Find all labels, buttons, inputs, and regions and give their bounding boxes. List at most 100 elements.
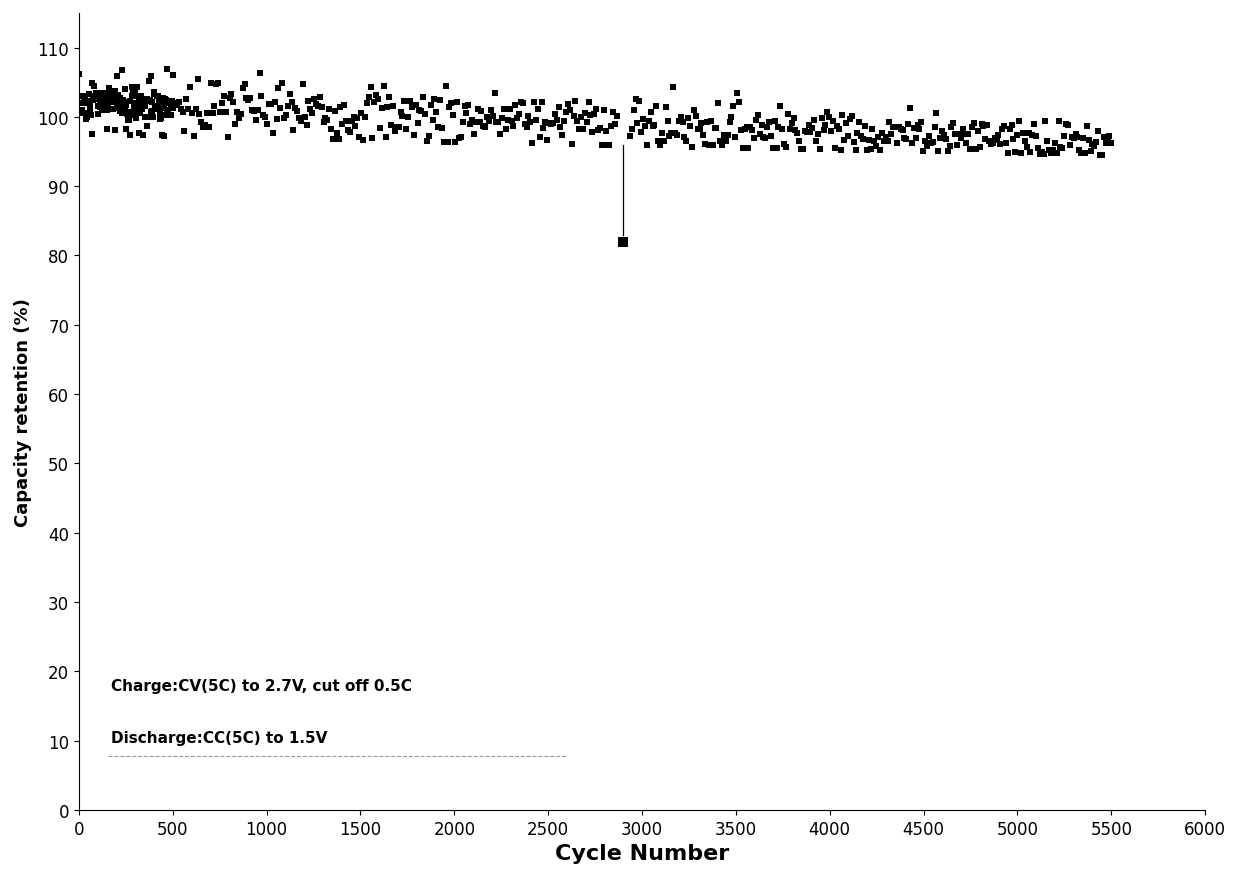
Point [663,81,683,95]
Point [1027,130,1047,144]
Point [102,96,122,110]
Point [464,128,484,142]
Point [365,96,384,111]
Point [190,108,210,122]
Point [536,116,556,130]
Point [1100,130,1120,144]
Point [1043,144,1063,158]
Point [785,124,805,138]
Point [763,142,782,156]
Point [552,129,572,143]
Point [248,104,268,118]
Point [601,119,621,133]
Point [153,129,172,143]
Point [774,138,794,152]
Point [1007,129,1027,143]
Point [295,111,315,125]
Point [765,115,785,129]
Point [481,103,501,118]
Point [260,97,280,111]
Point [296,118,316,132]
Point [972,118,992,132]
Point [154,91,174,105]
Point [645,119,665,133]
Point [812,112,832,126]
Point [91,97,110,111]
Point [381,119,401,133]
Point [901,138,921,152]
Point [934,129,954,143]
Point [124,101,144,115]
Point [408,117,428,131]
Point [97,103,117,118]
Point [660,130,680,144]
Point [107,70,126,84]
Point [237,92,257,106]
Point [515,118,534,132]
Point [541,118,560,132]
Point [667,129,687,143]
Point [164,68,184,82]
Point [317,114,337,128]
Point [682,140,702,154]
Point [310,90,330,104]
Point [219,92,239,106]
Point [823,115,843,129]
Point [135,100,155,114]
Point [144,85,164,99]
Point [874,135,894,149]
Point [140,94,160,108]
Point [889,120,909,134]
Point [1073,132,1092,146]
Point [125,85,145,99]
Point [537,134,557,148]
Point [139,75,159,89]
Point [150,104,170,118]
Point [126,89,146,103]
Point [88,100,108,114]
Point [867,139,887,153]
Point [134,98,154,112]
Point [940,139,960,153]
Point [739,141,759,155]
Point [151,111,171,125]
Point [157,107,177,121]
Point [171,103,191,117]
Point [123,89,143,103]
Point [343,111,363,125]
Point [340,126,360,140]
Point [750,128,770,142]
Point [649,135,668,149]
Point [853,133,873,147]
Point [490,127,510,141]
Point [955,128,975,142]
Point [1065,128,1085,142]
Point [105,84,125,98]
Point [898,118,918,132]
Point [135,111,155,125]
Point [947,139,967,153]
Point [846,144,866,158]
Point [105,125,125,139]
Point [525,96,544,110]
Point [74,92,94,106]
Point [110,105,130,119]
Point [124,106,144,120]
Point [817,105,837,119]
Point [419,131,439,145]
Point [413,91,433,105]
Point [575,107,595,121]
Point [1075,146,1095,160]
Point [960,143,980,157]
Point [470,116,490,130]
Point [852,130,872,144]
Point [128,101,148,115]
Point [123,87,143,101]
Point [99,82,119,96]
Point [92,89,112,103]
Point [1089,125,1109,139]
Point [554,115,574,129]
Point [118,114,138,128]
Point [144,88,164,102]
Point [1092,148,1112,162]
